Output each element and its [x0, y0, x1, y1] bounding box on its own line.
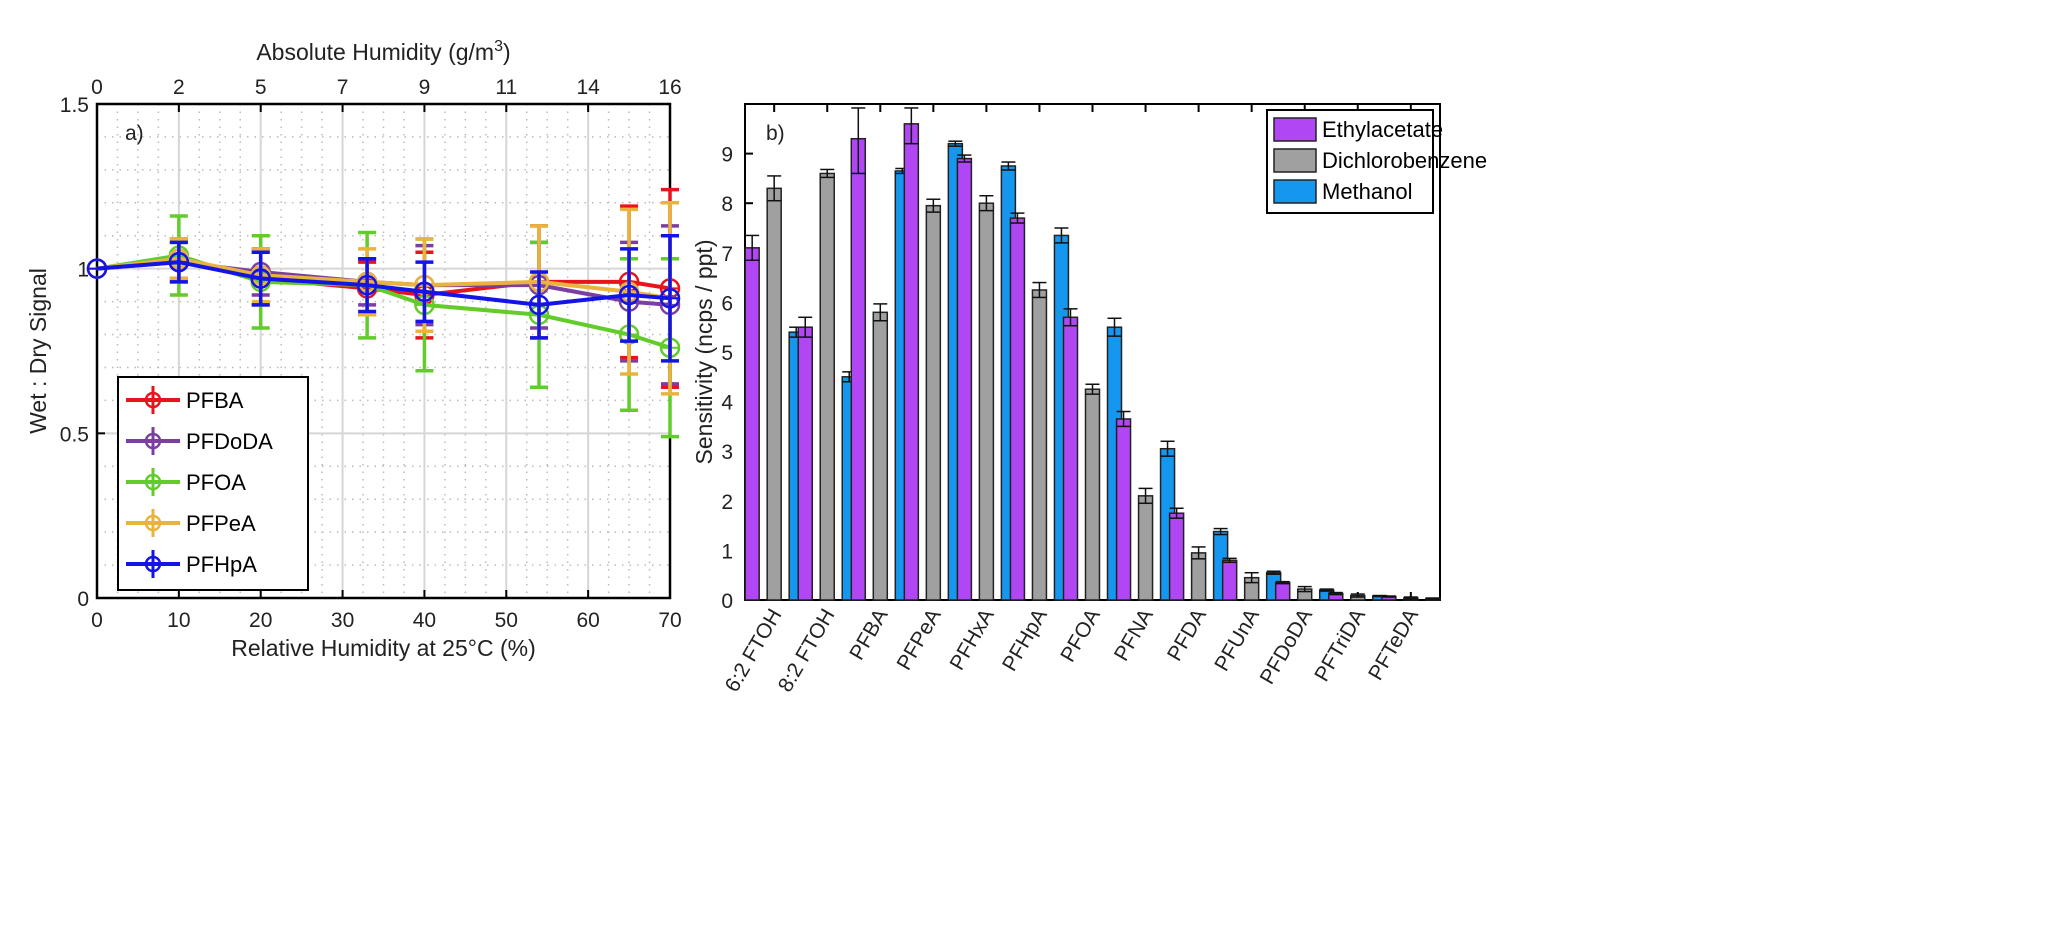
y-tick-label: 8	[721, 193, 733, 216]
legend-marker	[144, 514, 162, 532]
legend-label: Methanol	[1322, 179, 1413, 204]
y-tick-label: 5	[721, 342, 733, 365]
y-tick-label: 6	[721, 292, 733, 315]
legend-swatch	[1273, 117, 1317, 142]
legend-label: PFPeA	[186, 511, 256, 536]
legend-box	[117, 376, 309, 591]
panel-label: a)	[125, 122, 144, 145]
x-tick-label: PFUnA	[1210, 605, 1264, 675]
x-tick-label: 50	[495, 609, 518, 632]
bar-dichlorobenzene	[819, 172, 835, 601]
y-tick-label: 3	[721, 441, 733, 464]
bar-dichlorobenzene	[978, 202, 995, 601]
x2-tick-label: 5	[255, 76, 267, 99]
legend-label: PFHpA	[186, 552, 257, 577]
legend-marker	[144, 473, 162, 491]
legend-label: PFBA	[186, 388, 244, 413]
x2-tick-label: 11	[495, 76, 517, 99]
x2-tick-label: 7	[337, 76, 349, 99]
bar-dichlorobenzene	[1031, 289, 1048, 601]
bar-ethylacetate	[956, 157, 973, 601]
series-pfhpa	[86, 233, 681, 363]
x-tick-label: 40	[413, 609, 436, 632]
x-tick-label: PFPeA	[892, 605, 945, 674]
bar-ethylacetate	[1168, 512, 1185, 601]
legend: Ethylacetate Dichlorobenzene Methanol	[1266, 109, 1487, 214]
legend-swatch	[1273, 179, 1317, 204]
x-tick-label: 70	[658, 609, 681, 632]
x-tick-label: 0	[91, 609, 103, 632]
x-tick-label: 30	[331, 609, 354, 632]
series-line	[96, 260, 671, 307]
x-tick-label: PFTriDA	[1310, 605, 1370, 686]
y-tick-label: 1	[721, 540, 733, 563]
x-tick-label: PFDA	[1163, 605, 1211, 665]
x2-tick-label: 16	[658, 76, 681, 99]
x2-tick-label: 2	[173, 76, 185, 99]
bar-dichlorobenzene	[1190, 552, 1207, 601]
y-axis-label: Sensitivity (ncps / ppt)	[691, 240, 717, 465]
x2-axis-label: Absolute Humidity (g/m3)	[256, 38, 510, 65]
x-tick-label: PFNA	[1110, 605, 1158, 665]
bar-ethylacetate	[1009, 217, 1026, 601]
x-tick-label: 20	[249, 609, 272, 632]
y-tick-label: 2	[721, 491, 733, 514]
y-tick-label: 0	[721, 590, 733, 613]
legend-label: Dichlorobenzene	[1322, 148, 1487, 173]
bar-dichlorobenzene	[1084, 388, 1101, 601]
y-tick-label: 9	[721, 144, 733, 167]
x-tick-label: PFDoDA	[1256, 605, 1317, 688]
bar-ethylacetate	[1062, 316, 1079, 601]
legend: PFBA PFDoDA PFOA PFPeA PFHpA	[117, 376, 309, 591]
panel-label: b)	[766, 122, 785, 145]
x-tick-label: PFHxA	[946, 605, 999, 674]
chart-a: 0 10 20 30 40 50 60 70 0 2 5 7 9 11 14 16 0 0.5 1 1.5 Relati…	[25, 38, 682, 661]
x-tick-label: 10	[167, 609, 190, 632]
legend-label: PFOA	[186, 470, 246, 495]
legend-label: Ethylacetate	[1322, 117, 1443, 142]
x-tick-label: PFBA	[845, 605, 892, 664]
bar-dichlorobenzene	[872, 311, 889, 601]
x-tick-label: PFTeDA	[1364, 605, 1423, 684]
bar-ethylacetate	[1274, 581, 1291, 601]
legend-marker	[144, 391, 162, 409]
x-tick-label: PFHpA	[998, 605, 1052, 675]
bar-dichlorobenzene	[925, 204, 942, 601]
bar-dichlorobenzene	[1137, 495, 1154, 601]
y-tick-label: 0	[77, 588, 89, 611]
bar-ethylacetate	[903, 123, 920, 601]
legend-marker	[144, 432, 162, 450]
bar-dichlorobenzene	[766, 187, 782, 601]
x2-tick-label: 9	[419, 76, 431, 99]
y-tick-label: 7	[721, 243, 733, 266]
bar-ethylacetate	[1221, 559, 1238, 601]
bar-ethylacetate	[744, 247, 760, 601]
bar-ethylacetate	[850, 137, 867, 601]
legend-swatch	[1273, 148, 1317, 173]
y-tick-label: 1	[77, 259, 89, 282]
y-axis-label: Wet : Dry Signal	[25, 268, 51, 434]
y-tick-label: 0.5	[60, 423, 89, 446]
bar-ethylacetate	[1115, 418, 1132, 601]
x2-tick-label: 14	[576, 76, 600, 99]
x-tick-label: PFOA	[1056, 605, 1105, 666]
bar-ethylacetate	[797, 326, 813, 601]
y-tick-label: 1.5	[60, 94, 89, 117]
y-tick-label: 4	[721, 392, 733, 415]
series-line	[96, 256, 671, 301]
x2-tick-label: 0	[91, 76, 103, 99]
x-axis-label: Relative Humidity at 25°C (%)	[231, 635, 535, 661]
legend-marker	[144, 555, 162, 573]
legend-label: PFDoDA	[186, 429, 273, 454]
x-tick-label: 60	[576, 609, 599, 632]
